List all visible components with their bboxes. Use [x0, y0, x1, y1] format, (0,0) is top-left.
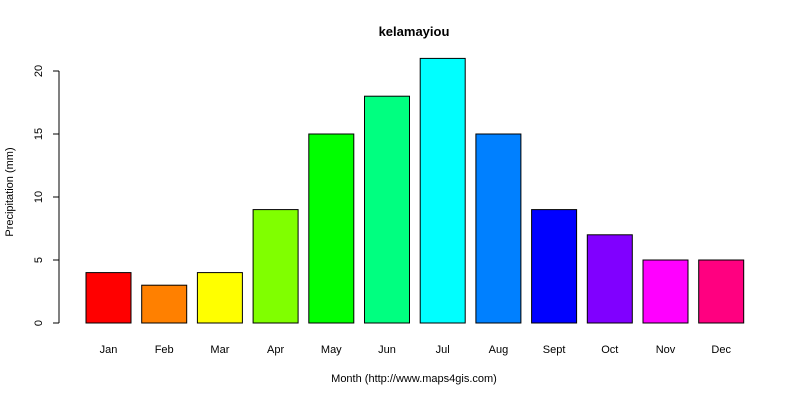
x-tick-label: Dec — [711, 344, 731, 356]
bar-aug — [475, 133, 522, 324]
x-tick-label: Jun — [378, 344, 396, 356]
x-tick-label: Oct — [601, 344, 618, 356]
x-tick-label: Mar — [210, 344, 229, 356]
y-tick-label: 20 — [33, 65, 45, 77]
x-axis-label: Month (http://www.maps4gis.com) — [331, 373, 497, 385]
y-axis: 0 5 10 15 20 — [33, 65, 60, 326]
bar-nov — [642, 259, 689, 324]
bar-jun — [364, 95, 410, 324]
x-tick-label: Aug — [489, 344, 509, 356]
chart-title: kelamayiou — [379, 24, 450, 39]
y-tick-label: 0 — [33, 320, 45, 326]
y-axis-label: Precipitation (mm) — [4, 147, 16, 236]
x-tick-label: Nov — [656, 344, 676, 356]
bar-may — [308, 133, 355, 324]
y-tick-label: 5 — [33, 257, 45, 263]
x-tick-label: May — [321, 344, 342, 356]
x-tick-labels: Jan Feb Mar Apr May Jun Jul Aug Sept Oct Nov Dec — [100, 344, 732, 356]
x-tick-label: Feb — [155, 344, 174, 356]
y-tick-label: 10 — [33, 191, 45, 203]
y-tick-label: 15 — [33, 128, 45, 140]
bar-jan — [85, 272, 132, 324]
x-tick-label: Jul — [436, 344, 450, 356]
bars-group — [85, 57, 745, 324]
bar-oct — [586, 234, 633, 324]
bar-apr — [252, 209, 299, 324]
x-tick-label: Sept — [543, 344, 566, 356]
bar-mar — [196, 272, 243, 324]
x-tick-label: Jan — [100, 344, 118, 356]
bar-dec — [698, 259, 745, 324]
x-tick-label: Apr — [267, 344, 284, 356]
bar-jul — [419, 57, 466, 324]
bar-sept — [531, 209, 578, 324]
bar-feb — [141, 284, 188, 324]
